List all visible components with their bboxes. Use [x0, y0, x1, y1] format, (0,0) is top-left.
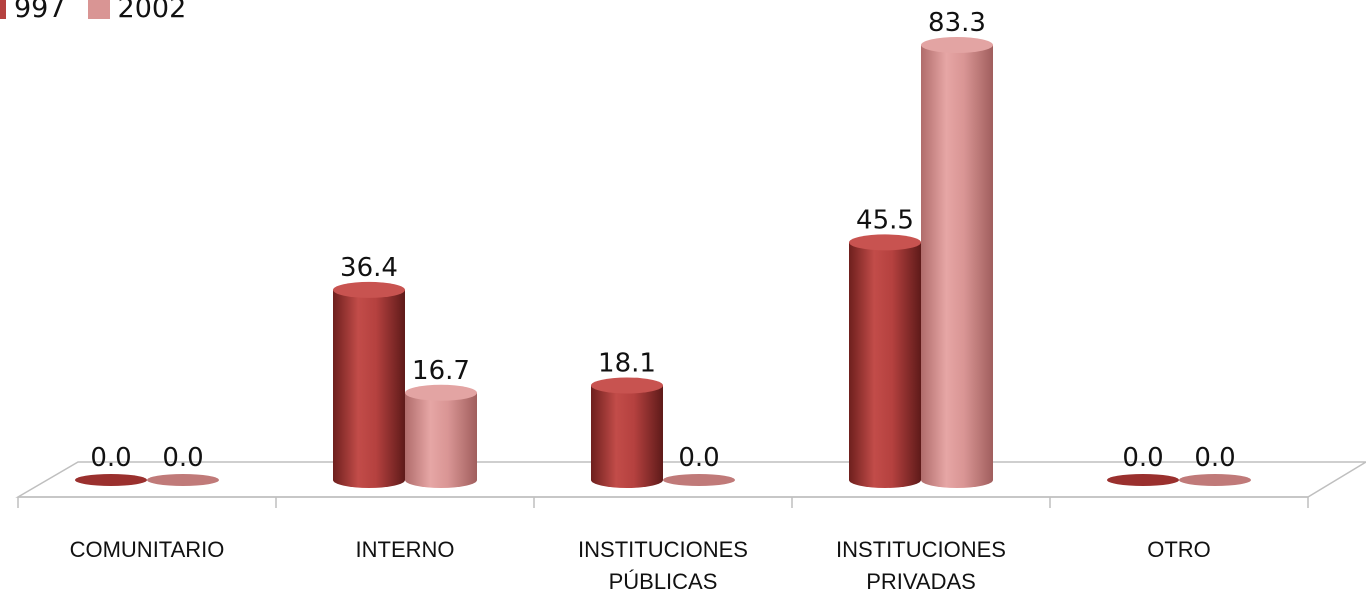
legend-label-2002: 2002 [117, 0, 187, 24]
value-label-1997-1: 36.4 [340, 253, 398, 283]
bar-1997-0 [75, 474, 147, 486]
bar-1997-3 [849, 242, 921, 488]
bar-top-1997-1 [333, 281, 405, 298]
legend-label-1997: 997 [14, 0, 66, 24]
bar-2002-0 [147, 474, 219, 486]
category-label-2: PÚBLICAS [609, 569, 718, 592]
value-label-2002-0: 0.0 [162, 443, 203, 473]
bar-1997-4 [1107, 474, 1179, 486]
bar-top-1997-3 [849, 234, 921, 251]
category-label-3: INSTITUCIONES [836, 537, 1006, 562]
value-label-1997-3: 45.5 [856, 205, 914, 235]
category-label-4: OTRO [1147, 537, 1211, 562]
value-label-1997-2: 18.1 [598, 348, 656, 378]
bar-top-2002-1 [405, 384, 477, 401]
bar-2002-3 [921, 45, 993, 488]
labels: 0.0 0.0 COMUNITARIO 36.4 16.7 INTERNO 18.1 0.0 I… [70, 8, 1236, 592]
category-label-0: COMUNITARIO [70, 537, 225, 562]
value-label-2002-2: 0.0 [678, 443, 719, 473]
value-label-1997-4: 0.0 [1122, 443, 1163, 473]
legend-item-2002: 2002 [87, 0, 187, 24]
bar-top-1997-2 [591, 377, 663, 394]
bar-top-2002-3 [921, 37, 993, 53]
category-label-2: INSTITUCIONES [578, 537, 748, 562]
bar-2002-2 [663, 474, 735, 486]
bar-1997-1 [333, 289, 405, 488]
value-label-2002-1: 16.7 [412, 356, 470, 386]
category-label-1: INTERNO [356, 537, 455, 562]
bars [75, 37, 1251, 488]
legend-swatch-2002 [87, 0, 110, 19]
legend: 997 2002 [0, 0, 208, 28]
value-label-2002-4: 0.0 [1194, 443, 1235, 473]
legend-swatch-1997 [0, 0, 6, 19]
category-label-3: PRIVADAS [866, 569, 976, 592]
bar-2002-1 [405, 392, 477, 488]
value-label-2002-3: 83.3 [928, 8, 986, 38]
chart-floor [15, 461, 1366, 508]
bar-1997-2 [591, 385, 663, 488]
value-label-1997-0: 0.0 [90, 443, 131, 473]
legend-item-1997: 997 [0, 0, 66, 24]
bar-2002-4 [1179, 474, 1251, 486]
